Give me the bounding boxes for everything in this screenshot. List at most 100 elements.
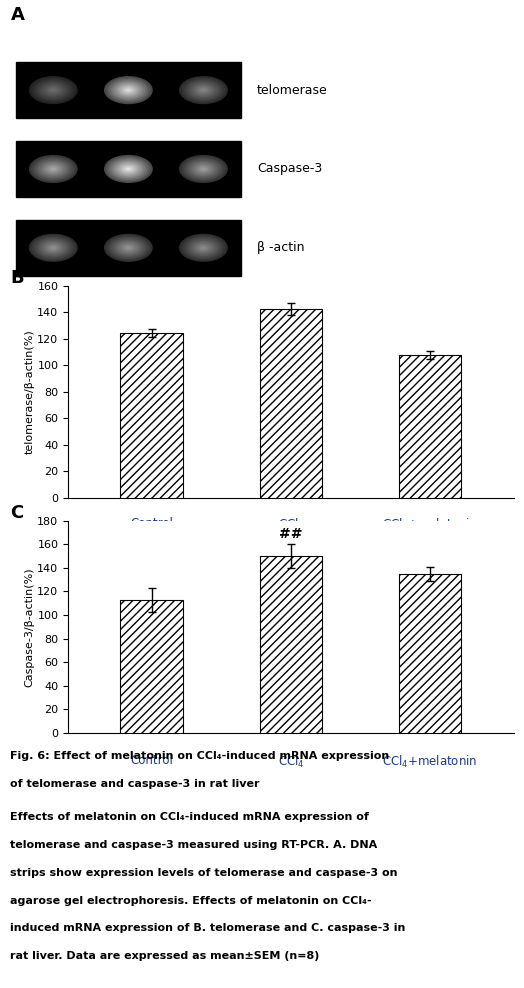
Bar — [121, 333, 183, 498]
Ellipse shape — [34, 158, 73, 180]
Ellipse shape — [201, 168, 206, 170]
Ellipse shape — [106, 156, 150, 182]
Text: telomerase and caspase-3 measured using RT-PCR. A. DNA: telomerase and caspase-3 measured using … — [10, 840, 378, 850]
Ellipse shape — [189, 239, 218, 256]
Ellipse shape — [51, 246, 56, 249]
Text: strips show expression levels of telomerase and caspase-3 on: strips show expression levels of telomer… — [10, 867, 398, 877]
Ellipse shape — [41, 162, 66, 176]
Ellipse shape — [199, 166, 209, 172]
Ellipse shape — [181, 77, 225, 103]
Ellipse shape — [201, 89, 206, 92]
Text: agarose gel electrophoresis. Effects of melatonin on CCl₄-: agarose gel electrophoresis. Effects of … — [10, 895, 372, 906]
Text: Control: Control — [130, 755, 173, 768]
Ellipse shape — [31, 235, 75, 261]
Text: B: B — [10, 269, 24, 287]
Ellipse shape — [109, 236, 148, 259]
Ellipse shape — [46, 165, 61, 173]
Text: telomerase: telomerase — [257, 84, 328, 97]
Text: ccl4+melatonin: ccl4+melatonin — [203, 0, 271, 3]
Ellipse shape — [116, 241, 140, 255]
Text: A: A — [10, 6, 24, 24]
Text: CCl$_4$+melatonin: CCl$_4$+melatonin — [383, 517, 478, 533]
Ellipse shape — [41, 83, 66, 97]
Text: Control: Control — [130, 517, 173, 530]
Ellipse shape — [124, 87, 133, 93]
Ellipse shape — [48, 87, 58, 93]
Ellipse shape — [189, 82, 218, 99]
Text: rat liver. Data are expressed as mean±SEM (n=8): rat liver. Data are expressed as mean±SE… — [10, 951, 320, 961]
Ellipse shape — [184, 236, 223, 259]
Bar — [259, 309, 322, 498]
Bar — [399, 574, 461, 733]
Ellipse shape — [104, 155, 153, 183]
FancyBboxPatch shape — [16, 141, 241, 198]
Ellipse shape — [43, 85, 63, 96]
Ellipse shape — [111, 238, 146, 258]
Text: CCl$_4$: CCl$_4$ — [278, 517, 304, 533]
Ellipse shape — [34, 236, 73, 259]
Ellipse shape — [48, 166, 58, 172]
Text: CCL4: CCL4 — [128, 0, 155, 3]
Ellipse shape — [187, 80, 221, 100]
Ellipse shape — [179, 234, 228, 262]
Ellipse shape — [201, 246, 206, 249]
Bar — [259, 556, 322, 733]
Ellipse shape — [118, 163, 138, 175]
Ellipse shape — [31, 156, 75, 182]
Ellipse shape — [189, 160, 218, 178]
Ellipse shape — [187, 159, 221, 179]
Ellipse shape — [116, 83, 140, 97]
Ellipse shape — [191, 162, 216, 176]
Text: β -actin: β -actin — [257, 241, 304, 254]
Ellipse shape — [116, 162, 140, 176]
Ellipse shape — [121, 165, 136, 173]
Ellipse shape — [39, 160, 68, 178]
Text: CCl$_4$: CCl$_4$ — [278, 755, 304, 771]
Ellipse shape — [43, 242, 63, 254]
Ellipse shape — [124, 166, 133, 172]
Ellipse shape — [39, 239, 68, 256]
Bar — [121, 600, 183, 733]
Ellipse shape — [109, 79, 148, 102]
Ellipse shape — [179, 76, 228, 104]
FancyBboxPatch shape — [16, 219, 241, 276]
Ellipse shape — [196, 86, 211, 94]
Y-axis label: Caspase-3/β-actin(%): Caspase-3/β-actin(%) — [25, 567, 35, 687]
Bar — [399, 355, 461, 498]
Ellipse shape — [29, 155, 78, 183]
Ellipse shape — [31, 77, 75, 103]
Text: C: C — [10, 504, 24, 522]
Ellipse shape — [194, 163, 213, 175]
Ellipse shape — [29, 76, 78, 104]
Ellipse shape — [126, 246, 131, 249]
Ellipse shape — [41, 241, 66, 255]
Ellipse shape — [114, 82, 143, 99]
Ellipse shape — [34, 79, 73, 102]
Ellipse shape — [46, 244, 61, 252]
Ellipse shape — [104, 76, 153, 104]
Text: Effects of melatonin on CCl₄-induced mRNA expression of: Effects of melatonin on CCl₄-induced mRN… — [10, 812, 369, 822]
Ellipse shape — [118, 85, 138, 96]
Ellipse shape — [184, 79, 223, 102]
Ellipse shape — [36, 238, 70, 258]
Ellipse shape — [194, 242, 213, 254]
Ellipse shape — [114, 239, 143, 256]
Text: Control: Control — [53, 0, 89, 3]
Ellipse shape — [109, 158, 148, 180]
Ellipse shape — [194, 85, 213, 96]
Ellipse shape — [111, 80, 146, 100]
Ellipse shape — [43, 163, 63, 175]
Ellipse shape — [121, 86, 136, 94]
Text: Fig. 6: Effect of melatonin on CCl₄-induced mRNA expression: Fig. 6: Effect of melatonin on CCl₄-indu… — [10, 751, 390, 761]
Ellipse shape — [187, 238, 221, 258]
Ellipse shape — [118, 242, 138, 254]
Ellipse shape — [126, 168, 131, 170]
Ellipse shape — [106, 235, 150, 261]
Text: Caspase-3: Caspase-3 — [257, 162, 322, 176]
Ellipse shape — [51, 168, 56, 170]
Ellipse shape — [36, 80, 70, 100]
Ellipse shape — [179, 155, 228, 183]
Ellipse shape — [184, 158, 223, 180]
Ellipse shape — [121, 244, 136, 252]
Ellipse shape — [111, 159, 146, 179]
